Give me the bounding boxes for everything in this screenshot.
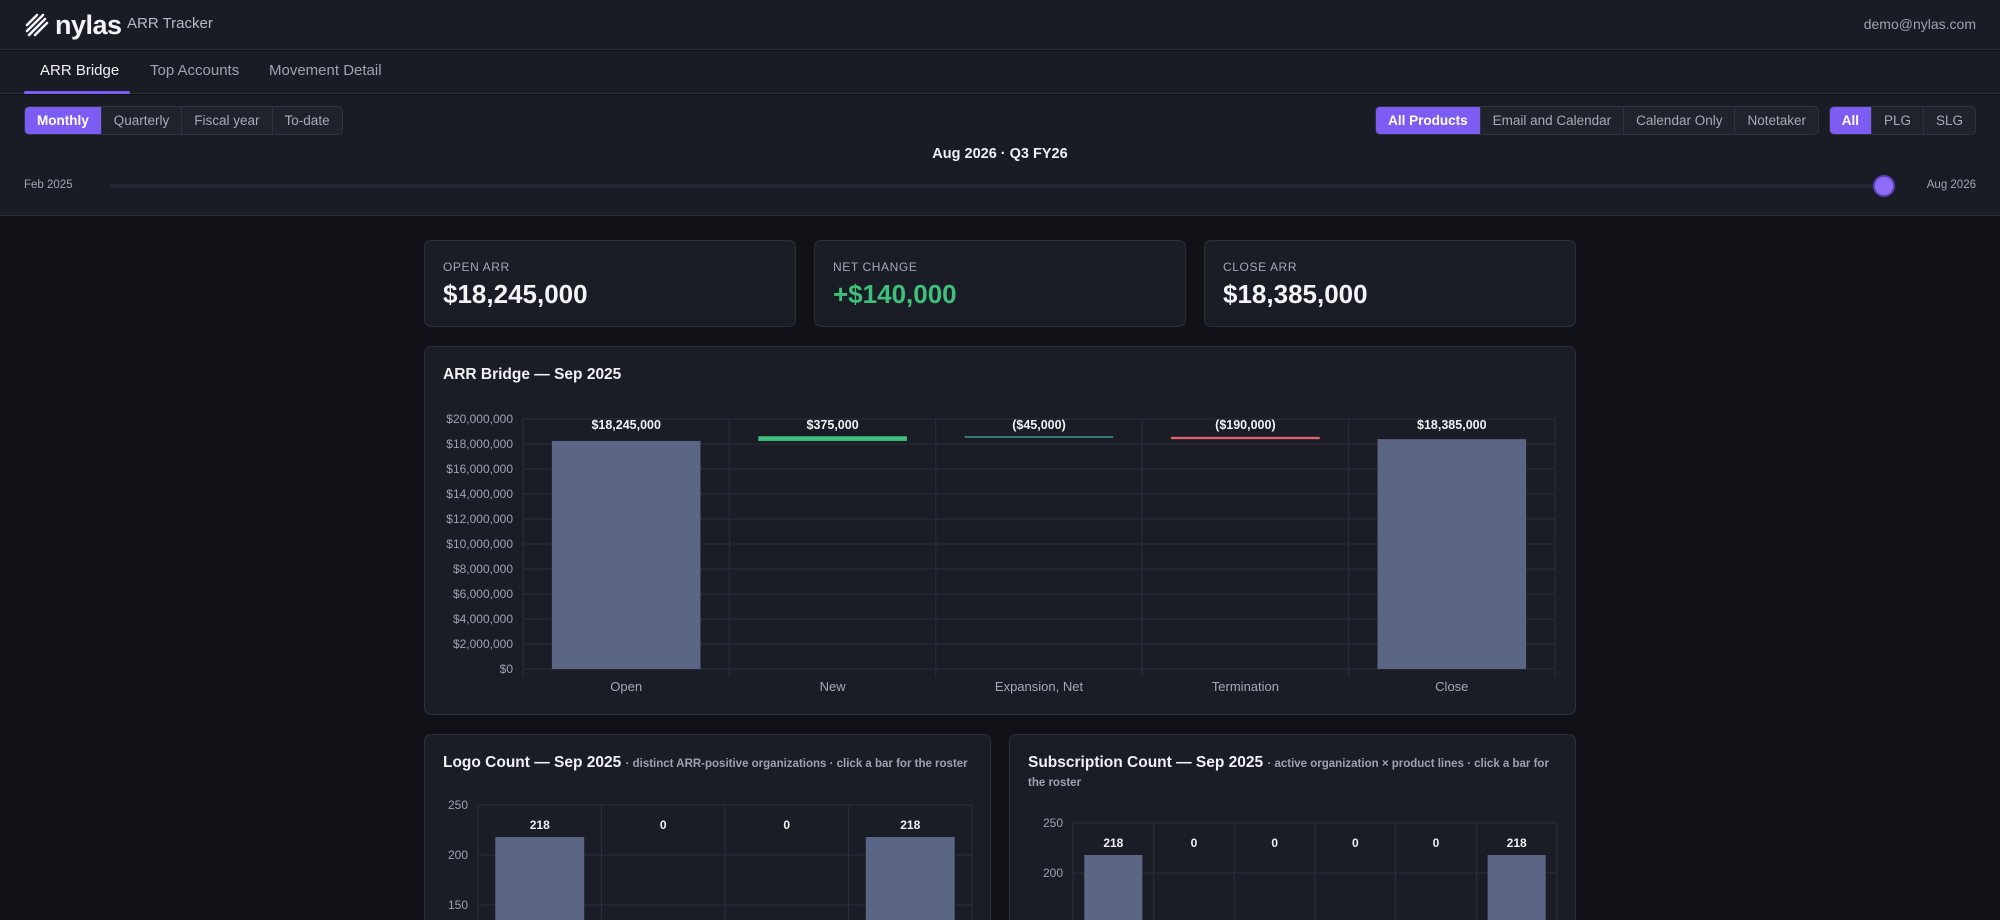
- x-tick-label: Termination: [1212, 679, 1279, 694]
- tab-top-accounts[interactable]: Top Accounts: [150, 62, 240, 79]
- logo-count-title: Logo Count — Sep 2025 · distinct ARR-pos…: [443, 754, 968, 772]
- kpi-label: CLOSE ARR: [1223, 260, 1298, 274]
- bar-open: [551, 440, 701, 669]
- user-email[interactable]: demo@nylas.com: [1863, 16, 1976, 32]
- bar-data-label: 0: [783, 818, 790, 832]
- bar-data-label: 0: [1271, 836, 1278, 850]
- nylas-logo[interactable]: nylas: [24, 10, 122, 40]
- logo-count-chart: 150 200 250 218 0 0 218: [448, 798, 973, 920]
- bar-expansion-net: [964, 436, 1114, 438]
- period-slider-track[interactable]: [110, 184, 1890, 188]
- bar-data-label: ($190,000): [1215, 418, 1275, 432]
- kpi-value: $18,245,000: [443, 279, 588, 309]
- segment-filter: All PLG SLG: [1828, 106, 1976, 135]
- count-bar: [1487, 855, 1546, 920]
- bar-data-label: 0: [1191, 836, 1198, 850]
- granularity-quarterly-button[interactable]: Quarterly: [102, 107, 183, 134]
- count-bar: [495, 837, 585, 920]
- kpi-label: NET CHANGE: [833, 260, 918, 274]
- segment-slg-button[interactable]: SLG: [1935, 113, 1963, 128]
- y-tick-label: $8,000,000: [453, 562, 513, 576]
- range-end-label: Aug 2026: [1926, 179, 1976, 191]
- bar-data-label: $18,245,000: [591, 418, 661, 432]
- arr-bridge-chart: $0 $2,000,000 $4,000,000 $6,000,000 $8,000,0…: [446, 412, 1556, 694]
- x-tick-label: Open: [610, 679, 642, 694]
- y-tick-label: $10,000,000: [446, 537, 513, 551]
- bar-data-label: 0: [660, 818, 667, 832]
- bar-data-label: 218: [1103, 836, 1123, 850]
- y-tick-label: 150: [448, 898, 468, 912]
- y-tick-label: $20,000,000: [446, 412, 513, 426]
- subscription-count-chart: 200 250 218 0 0 0 0 218: [1043, 816, 1558, 920]
- segment-all-button[interactable]: All: [1829, 107, 1872, 134]
- bar-data-label: 0: [1433, 836, 1440, 850]
- bar-data-label: $18,385,000: [1417, 418, 1487, 432]
- x-tick-label: Close: [1435, 679, 1468, 694]
- arr-bridge-card: ARR Bridge — Sep 2025 $0 $2,000,000 $4,000…: [424, 346, 1576, 715]
- y-tick-label: 250: [1043, 816, 1063, 830]
- filter-controls: Monthly Quarterly Fiscal year To-date Al…: [0, 95, 2000, 216]
- active-tab-indicator: [24, 91, 130, 94]
- y-tick-label: $2,000,000: [453, 637, 513, 651]
- y-tick-label: $16,000,000: [446, 462, 513, 476]
- bar-data-label: $375,000: [807, 418, 859, 432]
- bar-new: [758, 436, 907, 441]
- bar-data-label: 218: [1507, 836, 1527, 850]
- x-tick-label: Expansion, Net: [995, 679, 1084, 694]
- subscription-count-title-text: Subscription Count — Sep 2025: [1028, 754, 1264, 771]
- logo-wordmark: nylas: [55, 10, 122, 40]
- y-tick-label: $14,000,000: [446, 487, 513, 501]
- count-bar: [865, 837, 955, 920]
- bar-data-label: 218: [900, 818, 920, 832]
- y-tick-label: 200: [448, 848, 468, 862]
- nylas-logo-icon: [25, 13, 49, 37]
- kpi-card-close-arr: CLOSE ARR $18,385,000: [1204, 240, 1576, 327]
- range-start-label: Feb 2025: [24, 179, 73, 191]
- y-tick-label: $6,000,000: [453, 587, 513, 601]
- count-bar: [1084, 855, 1143, 920]
- app-title: ARR Tracker: [127, 15, 213, 32]
- logo-count-subtitle: · distinct ARR-positive organizations · …: [625, 758, 968, 770]
- subscription-count-card: Subscription Count — Sep 2025 · active o…: [1009, 734, 1576, 920]
- y-tick-label: 200: [1043, 866, 1063, 880]
- bar-data-label: ($45,000): [1012, 418, 1066, 432]
- subscription-count-subtitle: · active organization × product lines · …: [1028, 758, 1549, 789]
- period-slider-handle[interactable]: [1873, 175, 1895, 197]
- tab-movement-detail[interactable]: Movement Detail: [269, 62, 382, 79]
- y-tick-label: $18,000,000: [446, 437, 513, 451]
- logo-count-card: Logo Count — Sep 2025 · distinct ARR-pos…: [424, 734, 991, 920]
- y-tick-label: $4,000,000: [453, 612, 513, 626]
- product-notetaker-button[interactable]: Notetaker: [1747, 113, 1806, 128]
- bar-data-label: 0: [1352, 836, 1359, 850]
- top-bar: nylas ARR Tracker demo@nylas.com: [0, 0, 2000, 50]
- x-tick-label: New: [820, 679, 847, 694]
- y-tick-label: $0: [500, 662, 514, 676]
- selected-period-label: Aug 2026 · Q3 FY26: [932, 146, 1068, 162]
- bar-data-label: 218: [530, 818, 550, 832]
- bar-termination: [1171, 436, 1320, 440]
- kpi-value: $18,385,000: [1223, 279, 1368, 309]
- tab-bar: ARR Bridge Top Accounts Movement Detail: [0, 51, 2000, 94]
- granularity-fiscal-year-button[interactable]: Fiscal year: [182, 107, 273, 134]
- subscription-count-title: Subscription Count — Sep 2025 · active o…: [1028, 754, 1568, 792]
- segment-plg-button[interactable]: PLG: [1872, 107, 1924, 134]
- granularity-toggle: Monthly Quarterly Fiscal year To-date: [24, 106, 343, 135]
- y-tick-label: $12,000,000: [446, 512, 513, 526]
- product-calendar-only-button[interactable]: Calendar Only: [1624, 107, 1736, 134]
- kpi-card-open-arr: OPEN ARR $18,245,000: [424, 240, 796, 327]
- arr-bridge-title: ARR Bridge — Sep 2025: [443, 366, 622, 383]
- y-tick-label: 250: [448, 798, 468, 812]
- granularity-to-date-button[interactable]: To-date: [284, 113, 330, 128]
- product-email-calendar-button[interactable]: Email and Calendar: [1481, 107, 1625, 134]
- product-filter: All Products Email and Calendar Calendar…: [1375, 106, 1819, 135]
- kpi-card-net-change: NET CHANGE +$140,000: [814, 240, 1186, 327]
- logo-count-title-text: Logo Count — Sep 2025: [443, 754, 622, 771]
- tab-arr-bridge[interactable]: ARR Bridge: [40, 62, 120, 79]
- kpi-label: OPEN ARR: [443, 260, 510, 274]
- bar-close: [1377, 439, 1527, 669]
- product-all-button[interactable]: All Products: [1376, 107, 1481, 134]
- kpi-value: +$140,000: [833, 279, 957, 309]
- granularity-monthly-button[interactable]: Monthly: [25, 107, 102, 134]
